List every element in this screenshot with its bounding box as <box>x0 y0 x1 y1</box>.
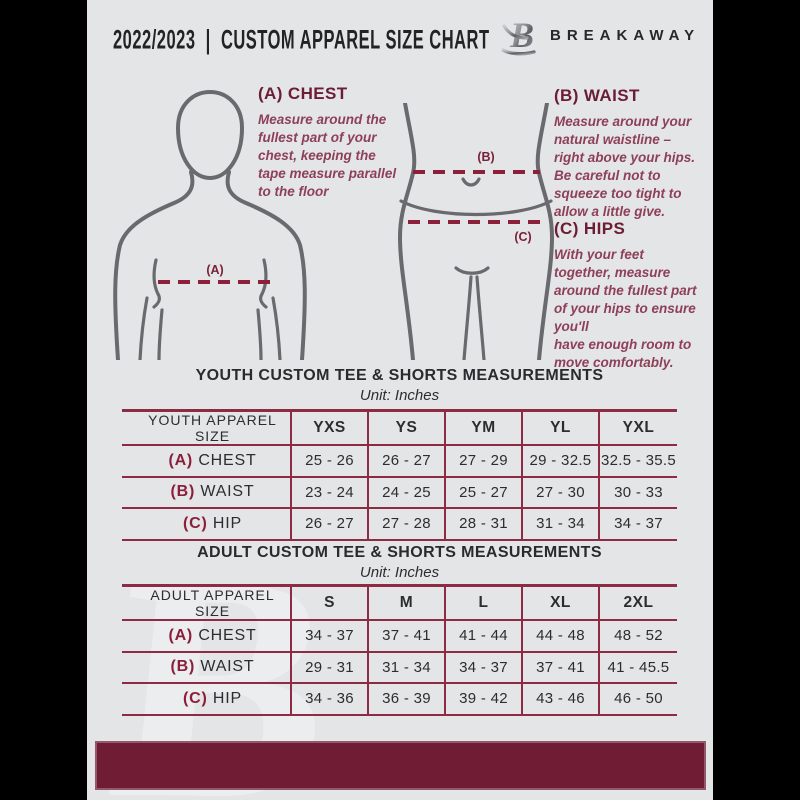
adult-header-cell: M <box>367 585 445 620</box>
brand-name: BREAKAWAY <box>550 26 701 44</box>
instruction-hips-title: (C) HIPS <box>554 219 626 238</box>
adult-header-cell: ADULT APPAREL SIZE <box>150 587 275 619</box>
cell-value: 36 - 39 <box>367 683 445 715</box>
row-name: CHEST <box>198 626 257 644</box>
row-name: WAIST <box>200 658 255 676</box>
youth-header-cell: YM <box>444 410 522 445</box>
cell-value: 39 - 42 <box>444 683 522 715</box>
cell-value: 41 - 44 <box>444 620 522 652</box>
chest-line-label: (A) <box>206 263 223 277</box>
cell-value: 31 - 34 <box>521 508 599 540</box>
row-name: HIP <box>212 689 242 707</box>
torso-diagram: (A) <box>113 90 307 360</box>
row-label: (C) HIP <box>122 508 291 540</box>
row-prefix: (B) <box>170 658 196 676</box>
adult-header-cell: XL <box>521 585 599 620</box>
breakaway-b-logo-icon: B <box>501 15 536 56</box>
youth-table-title: YOUTH CUSTOM TEE & SHORTS MEASUREMENTS <box>195 367 604 384</box>
cell-value: 24 - 25 <box>367 476 445 508</box>
cell-value: 27 - 29 <box>444 445 522 477</box>
waist-line-label: (B) <box>477 150 494 164</box>
cell-value: 25 - 27 <box>444 476 522 508</box>
hip-line-label: (C) <box>514 230 531 244</box>
cell-value: 27 - 28 <box>367 508 445 540</box>
row-label: (B) WAIST <box>122 477 291 509</box>
table-row: (C) HIP 34 - 36 36 - 39 39 - 42 43 - 46 … <box>122 683 677 715</box>
cell-value: 29 - 31 <box>290 651 368 683</box>
adult-table-unit: Unit: Inches <box>359 564 440 581</box>
row-name: HIP <box>212 514 242 532</box>
instruction-hips-text: With your feet together, measure around … <box>554 247 697 370</box>
row-prefix: (A) <box>168 451 194 469</box>
cell-value: 23 - 24 <box>290 476 368 508</box>
cell-value: 34 - 37 <box>598 508 677 540</box>
youth-header-cell: YXS <box>290 410 368 445</box>
instruction-waist: (B) WAIST Measure around your natural wa… <box>554 86 712 221</box>
row-name: WAIST <box>200 483 255 501</box>
youth-header-row: YOUTH APPAREL SIZE YXS YS YM YL YXL <box>122 410 677 445</box>
instruction-chest: (A) CHEST Measure around the fullest par… <box>258 84 418 201</box>
cell-value: 37 - 41 <box>521 651 599 683</box>
cell-value: 29 - 32.5 <box>521 445 599 477</box>
youth-size-table: YOUTH APPAREL SIZE YXS YS YM YL YXL (A) … <box>122 409 677 541</box>
cell-value: 46 - 50 <box>598 683 677 715</box>
row-prefix: (C) <box>183 514 208 532</box>
instruction-chest-title: (A) CHEST <box>258 84 348 103</box>
table-row: (A) CHEST 25 - 26 26 - 27 27 - 29 29 - 3… <box>122 445 677 477</box>
row-prefix: (C) <box>183 689 208 707</box>
size-chart-page: B 2022/2023 | CUSTOM APPAREL SIZE CHART … <box>87 0 713 800</box>
adult-header-row: ADULT APPAREL SIZE S M L XL 2XL <box>122 585 677 620</box>
cell-value: 37 - 41 <box>367 620 445 652</box>
table-row: (B) WAIST 29 - 31 31 - 34 34 - 37 37 - 4… <box>122 651 677 684</box>
row-label: (A) CHEST <box>122 620 291 652</box>
cell-value: 30 - 33 <box>598 476 677 508</box>
cell-value: 26 - 27 <box>290 508 368 540</box>
youth-header-cell: YS <box>367 410 445 445</box>
table-row: (C) HIP 26 - 27 27 - 28 28 - 31 31 - 34 … <box>122 508 677 540</box>
adult-header-cell: 2XL <box>598 585 677 620</box>
adult-header-cell: S <box>290 585 368 620</box>
cell-value: 27 - 30 <box>521 476 599 508</box>
youth-header-cell: YOUTH APPAREL SIZE <box>148 412 277 444</box>
instruction-waist-title: (B) WAIST <box>554 86 640 105</box>
cell-value: 32.5 - 35.5 <box>598 445 677 477</box>
cell-value: 26 - 27 <box>367 445 445 477</box>
row-name: CHEST <box>198 451 257 469</box>
cell-value: 48 - 52 <box>598 620 677 652</box>
adult-size-table: ADULT APPAREL SIZE S M L XL 2XL (A) CHES… <box>122 584 677 716</box>
adult-header-cell: L <box>444 585 522 620</box>
cell-value: 44 - 48 <box>521 620 599 652</box>
cell-value: 25 - 26 <box>290 445 368 477</box>
row-label: (B) WAIST <box>122 652 291 684</box>
cell-value: 34 - 37 <box>290 620 368 652</box>
footer-bar <box>95 741 706 790</box>
cell-value: 43 - 46 <box>521 683 599 715</box>
cell-value: 28 - 31 <box>444 508 522 540</box>
row-prefix: (A) <box>168 626 194 644</box>
adult-table-title: ADULT CUSTOM TEE & SHORTS MEASUREMENTS <box>197 544 602 561</box>
row-prefix: (B) <box>170 483 196 501</box>
instruction-hips: (C) HIPS With your feet together, measur… <box>554 219 713 372</box>
cell-value: 34 - 36 <box>290 683 368 715</box>
cell-value: 31 - 34 <box>367 651 445 683</box>
instruction-chest-text: Measure around the fullest part of your … <box>258 112 397 199</box>
instruction-waist-text: Measure around your natural waistline – … <box>554 114 696 219</box>
table-row: (A) CHEST 34 - 37 37 - 41 41 - 44 44 - 4… <box>122 620 677 652</box>
youth-table-unit: Unit: Inches <box>359 387 440 404</box>
brand-logo: B BREAKAWAY <box>501 12 700 58</box>
youth-header-cell: YXL <box>598 410 677 445</box>
lower-body-diagram: (B) (C) <box>397 103 555 360</box>
row-label: (C) HIP <box>122 683 291 715</box>
table-row: (B) WAIST 23 - 24 24 - 25 25 - 27 27 - 3… <box>122 476 677 509</box>
cell-value: 34 - 37 <box>444 651 522 683</box>
row-label: (A) CHEST <box>122 445 291 477</box>
youth-header-cell: YL <box>521 410 599 445</box>
cell-value: 41 - 45.5 <box>598 651 677 683</box>
page-title: 2022/2023 | CUSTOM APPAREL SIZE CHART <box>113 24 490 55</box>
